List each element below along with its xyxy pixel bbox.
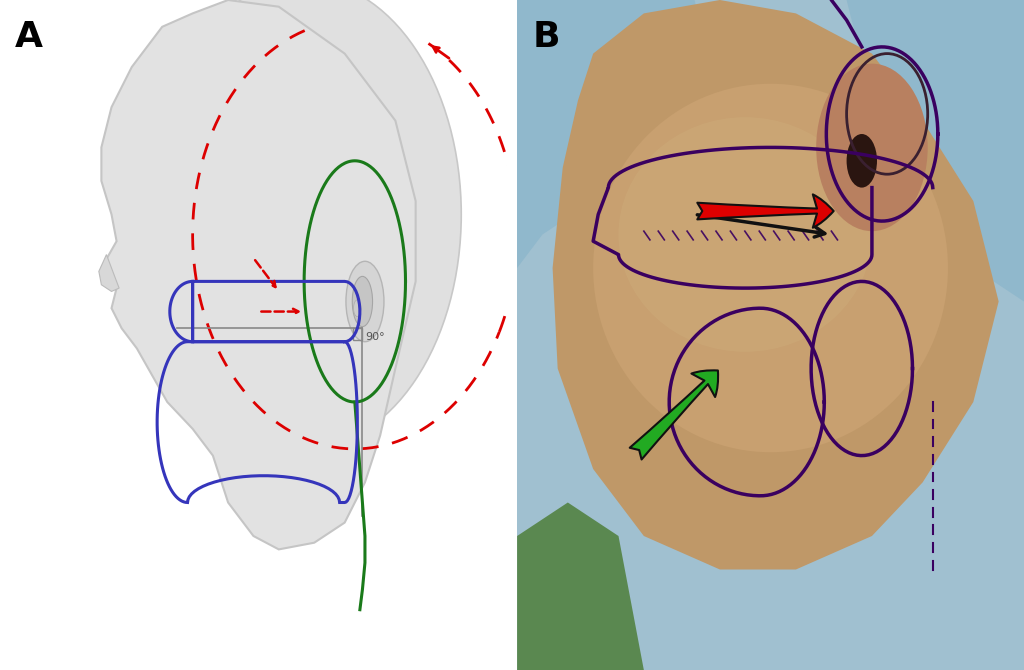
- Text: B: B: [532, 20, 560, 54]
- Polygon shape: [101, 0, 416, 549]
- Polygon shape: [553, 0, 998, 570]
- Bar: [353, 328, 362, 340]
- Polygon shape: [517, 502, 644, 670]
- Ellipse shape: [352, 276, 373, 327]
- Polygon shape: [847, 0, 1024, 302]
- Polygon shape: [517, 0, 720, 268]
- Ellipse shape: [816, 64, 928, 231]
- Ellipse shape: [353, 300, 361, 317]
- Ellipse shape: [147, 0, 461, 449]
- Text: A: A: [15, 20, 43, 54]
- Ellipse shape: [593, 84, 948, 452]
- Polygon shape: [99, 255, 119, 291]
- Text: 90°: 90°: [365, 332, 385, 342]
- Ellipse shape: [346, 261, 384, 342]
- Ellipse shape: [847, 134, 877, 188]
- Ellipse shape: [618, 117, 872, 352]
